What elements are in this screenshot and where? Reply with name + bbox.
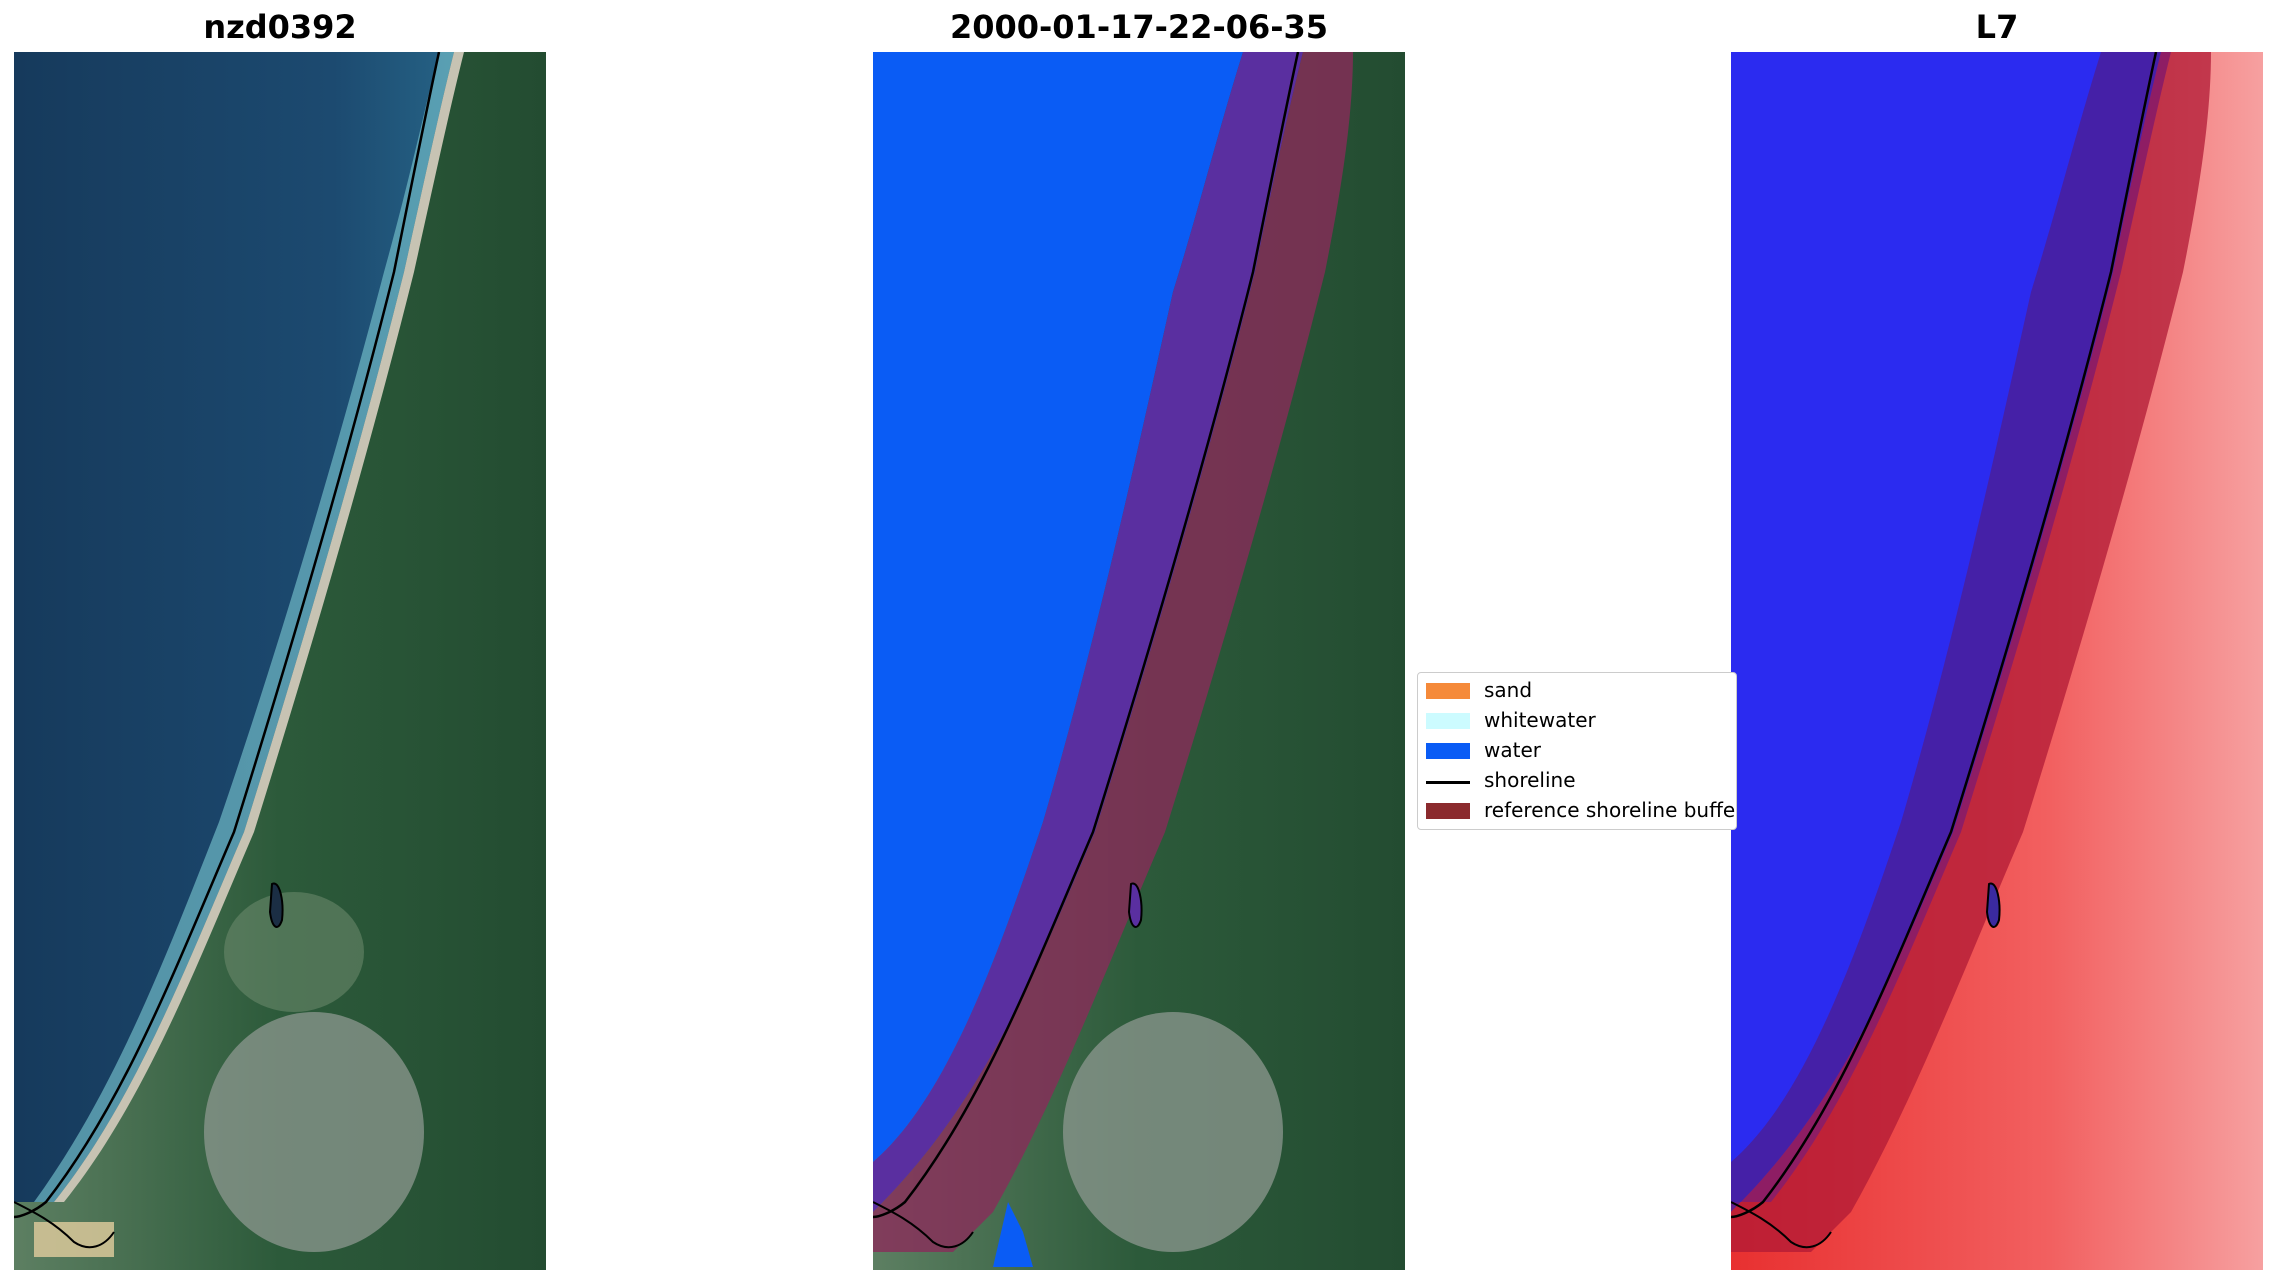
legend-swatch-water — [1426, 743, 1470, 759]
reference-buffer-land-side — [873, 52, 1353, 1252]
legend-swatch-whitewater — [1426, 713, 1470, 729]
water-class-area — [873, 52, 1243, 1162]
inland-pond — [1127, 882, 1143, 928]
land-area — [14, 52, 546, 1270]
legend-label-whitewater: whitewater — [1484, 708, 1596, 732]
legend-item-whitewater: whitewater — [1418, 707, 1736, 737]
shoreline — [873, 52, 1300, 1219]
legend-item-shoreline: shoreline — [1418, 767, 1736, 797]
urban-area-north — [224, 892, 364, 1012]
surf-band — [34, 52, 454, 1202]
urban-area — [1063, 1012, 1283, 1252]
panel-title-index: L7 — [1975, 8, 2019, 46]
reference-buffer-water-side — [1731, 52, 2161, 1212]
panel-title-rgb: nzd0392 — [203, 8, 357, 46]
inland-pond — [1985, 882, 2001, 928]
estuary-sand — [34, 1222, 114, 1257]
legend-label-water: water — [1484, 738, 1541, 762]
index-image-panel — [1731, 52, 2263, 1270]
legend-label-reference-buffer: reference shoreline buffer — [1484, 798, 1737, 822]
panel-title-classified: 2000-01-17-22-06-35 — [949, 8, 1329, 46]
legend-line-shoreline — [1426, 781, 1470, 784]
reference-buffer-water-side — [873, 52, 1303, 1212]
shoreline — [1731, 52, 2158, 1219]
legend: sand whitewater water shoreline referenc… — [1417, 672, 1737, 830]
shoreline — [14, 52, 441, 1219]
urban-area — [204, 1012, 424, 1252]
legend-item-reference-buffer: reference shoreline buffer — [1418, 797, 1736, 827]
estuary-outline — [1731, 1201, 1832, 1249]
legend-item-sand: sand — [1418, 677, 1736, 707]
classified-image-panel — [873, 52, 1405, 1270]
estuary-outline — [873, 1201, 974, 1249]
legend-swatch-sand — [1426, 683, 1470, 699]
estuary-outline — [14, 1201, 115, 1249]
legend-item-water: water — [1418, 737, 1736, 767]
legend-label-sand: sand — [1484, 678, 1533, 702]
water-class-estuary — [993, 1202, 1033, 1267]
legend-label-shoreline: shoreline — [1484, 768, 1576, 792]
reference-buffer-land-side — [1731, 52, 2211, 1252]
legend-swatch-reference-buffer — [1426, 803, 1470, 819]
inland-pond — [268, 882, 284, 928]
rgb-image-panel — [14, 52, 546, 1270]
